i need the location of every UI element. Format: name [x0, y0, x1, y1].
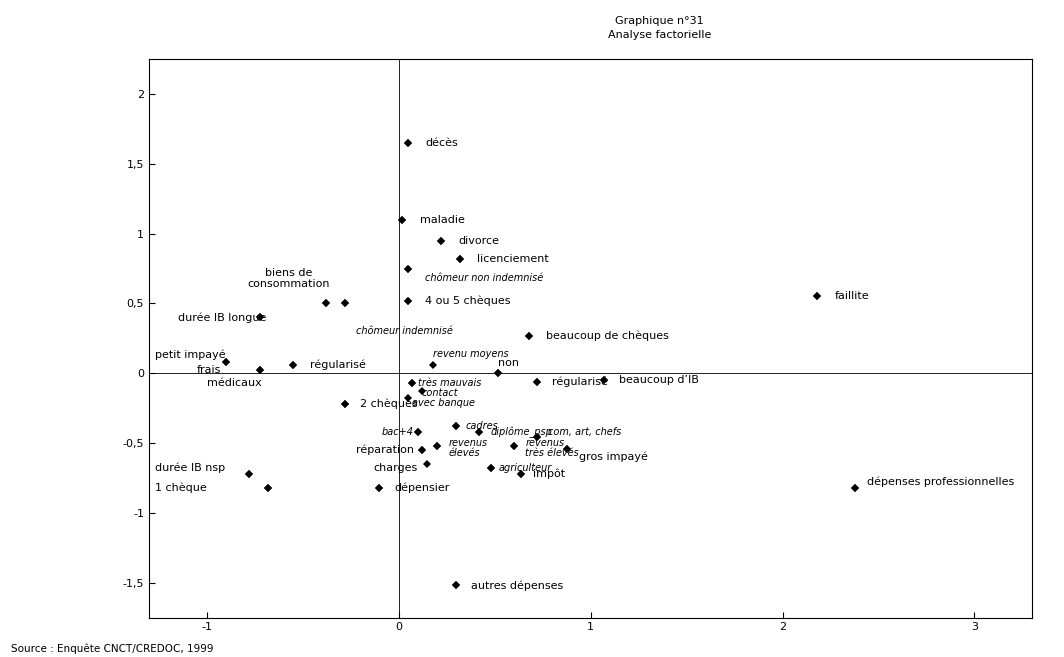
Text: 2 chèques: 2 chèques — [360, 399, 418, 409]
Text: beaucoup d’IB: beaucoup d’IB — [619, 375, 699, 385]
Text: Graphique n°31: Graphique n°31 — [615, 16, 704, 26]
Text: très élevés: très élevés — [526, 448, 579, 458]
Text: chômeur indemnisé: chômeur indemnisé — [356, 327, 453, 336]
Text: faillite: faillite — [834, 292, 869, 302]
Text: divorce: divorce — [458, 236, 499, 246]
Text: diplôme_nsp: diplôme_nsp — [491, 426, 552, 438]
Text: 1 chèque: 1 chèque — [154, 482, 206, 493]
Text: chômeur non indemnisé: chômeur non indemnisé — [426, 273, 544, 283]
Text: durée IB nsp: durée IB nsp — [154, 463, 225, 474]
Text: 4 ou 5 chèques: 4 ou 5 chèques — [426, 296, 511, 306]
Text: frais: frais — [197, 365, 221, 375]
Text: maladie: maladie — [419, 215, 465, 225]
Text: très mauvais: très mauvais — [418, 378, 481, 388]
Text: autres dépenses: autres dépenses — [471, 580, 564, 591]
Text: régularisé: régularisé — [552, 376, 608, 387]
Text: revenus: revenus — [448, 438, 487, 448]
Text: petit impayé: petit impayé — [154, 350, 226, 360]
Text: dépensier: dépensier — [395, 482, 450, 493]
Text: bac+4: bac+4 — [382, 427, 414, 437]
Text: Analyse factorielle: Analyse factorielle — [608, 30, 712, 39]
Text: agriculteur: agriculteur — [498, 463, 551, 473]
Text: gros impayé: gros impayé — [579, 452, 648, 463]
Text: charges: charges — [373, 463, 418, 473]
Text: réparation: réparation — [355, 445, 414, 455]
Text: beaucoup de chèques: beaucoup de chèques — [547, 330, 669, 341]
Text: licenciement: licenciement — [478, 254, 549, 263]
Text: non: non — [498, 357, 519, 368]
Text: médicaux: médicaux — [206, 378, 262, 388]
Text: régularisé: régularisé — [311, 359, 366, 370]
Text: impôt: impôt — [533, 468, 565, 479]
Text: élevés: élevés — [448, 448, 480, 458]
Text: durée IB longue: durée IB longue — [178, 312, 266, 323]
Text: revenu moyens: revenu moyens — [433, 350, 509, 359]
Text: contact: contact — [421, 388, 459, 397]
Text: Source : Enquête CNCT/CREDOC, 1999: Source : Enquête CNCT/CREDOC, 1999 — [11, 643, 213, 654]
Text: biens de
consommation: biens de consommation — [248, 268, 330, 290]
Text: décès: décès — [426, 138, 459, 148]
Text: dépenses professionnelles: dépenses professionnelles — [867, 477, 1014, 487]
Text: cadres: cadres — [466, 421, 498, 431]
Text: avec banque: avec banque — [412, 397, 475, 407]
Text: revenus: revenus — [526, 438, 564, 448]
Text: com, art, chefs: com, art, chefs — [548, 427, 621, 437]
